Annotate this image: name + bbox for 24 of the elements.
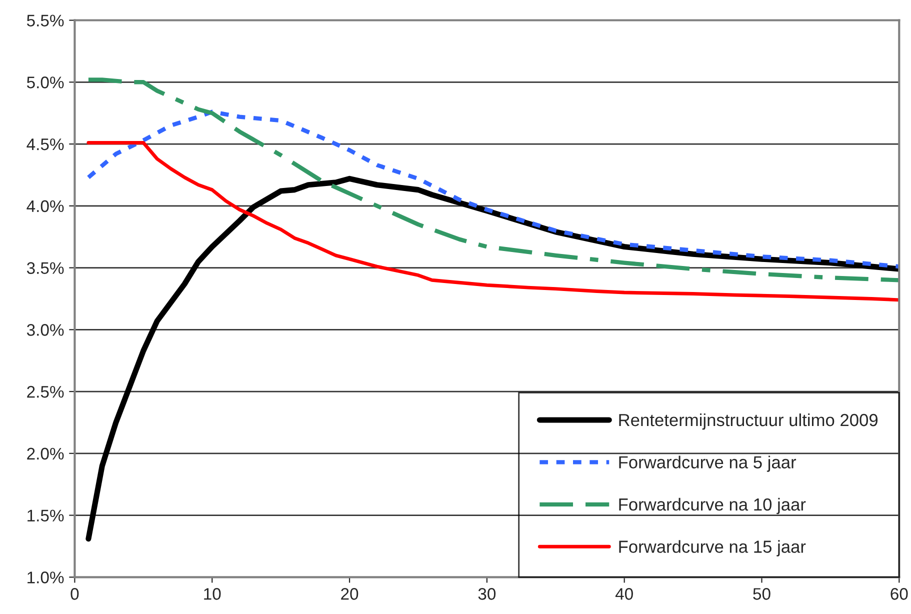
y-tick-label: 5.0% [26,76,64,88]
y-tick-label: 2.5% [27,386,64,398]
y-tick-label: 5.5% [26,14,64,26]
y-tick-label: 1.5% [28,510,64,522]
y-tick-label: 4.5% [26,138,64,150]
x-tick-label: 10 [204,588,221,600]
legend-label: Rentetermijnstructuur ultimo 2009 [619,413,878,430]
legend-label: Forwardcurve na 10 jaar [619,498,806,514]
x-tick-label: 30 [478,588,496,600]
x-tick-label: 0 [70,588,79,600]
x-tick-label: 50 [753,588,770,600]
line-series [86,141,900,302]
x-tick-label: 60 [890,588,908,600]
x-tick-label: 20 [341,588,358,600]
y-tick-label: 3.5% [26,262,64,274]
y-tick-label: 4.0% [26,200,64,212]
y-tick-label: 3.0% [26,324,64,336]
line-series [86,78,900,282]
y-tick-label: 1.0% [28,572,64,584]
line-series [86,110,900,269]
y-tick-label: 2.0% [27,448,64,460]
x-tick-label: 40 [615,588,633,600]
legend-label: Forwardcurve na 15 jaar [619,540,806,556]
legend-label: Forwardcurve na 5 jaar [619,456,796,472]
